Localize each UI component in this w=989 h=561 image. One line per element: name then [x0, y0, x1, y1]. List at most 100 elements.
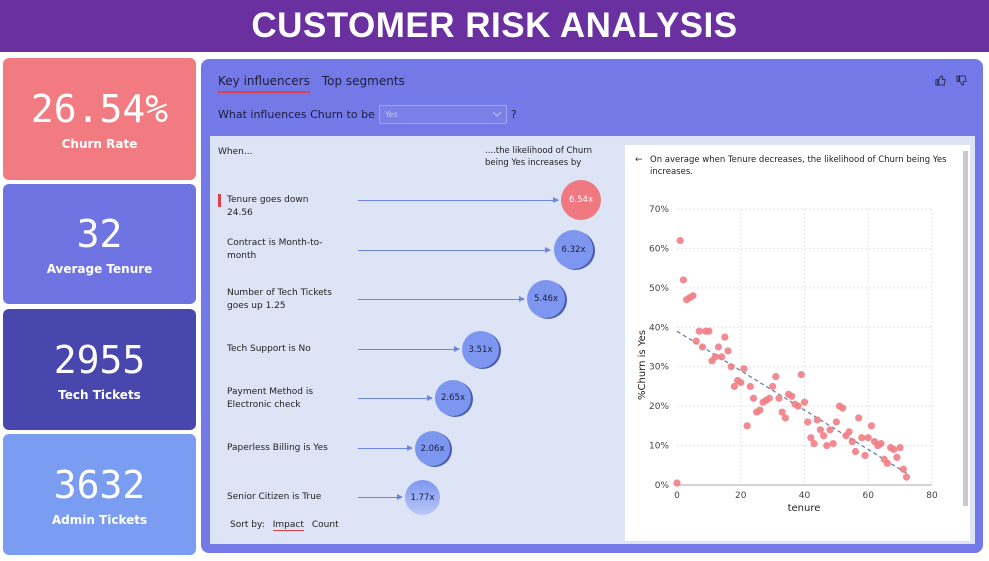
- influencer-bubble[interactable]: 6.32x: [554, 230, 593, 269]
- influencer-bubble[interactable]: 3.51x: [462, 331, 499, 368]
- y-tick-label: 0%: [655, 481, 670, 491]
- data-point: [890, 445, 898, 454]
- influence-question: What influences Churn to be Yes ?: [218, 105, 517, 124]
- data-point: [769, 382, 777, 391]
- data-point: [737, 378, 745, 387]
- data-point: [714, 343, 723, 351]
- tab-key-influencers[interactable]: Key influencers: [218, 74, 310, 93]
- data-point: [778, 408, 786, 416]
- when-header: When...: [218, 147, 253, 157]
- data-point: [807, 434, 815, 442]
- question-prefix: What influences Churn to be: [218, 108, 375, 121]
- data-point: [698, 343, 707, 351]
- influencer-label[interactable]: Number of Tech Tickets goes up 1.25: [227, 288, 332, 311]
- data-point: [730, 382, 738, 391]
- data-point: [858, 434, 866, 442]
- influencer-bubble[interactable]: 5.46x: [527, 280, 565, 318]
- data-point: [832, 418, 840, 426]
- data-point: [820, 432, 828, 440]
- churn-value-dropdown[interactable]: Yes: [378, 105, 507, 124]
- data-point: [695, 327, 703, 335]
- data-point: [673, 479, 681, 487]
- sort-count-option[interactable]: Count: [311, 520, 339, 530]
- data-point: [765, 394, 774, 402]
- x-tick-labels: 0 20 40 60 80: [674, 491, 938, 501]
- influencer-bubble[interactable]: 6.54x: [561, 180, 601, 220]
- kpi-card-tech-tickets[interactable]: 2955 Tech Tickets: [3, 309, 196, 430]
- influencer-label[interactable]: Payment Method is Electronic check: [227, 387, 314, 410]
- influencer-label[interactable]: Tech Support is No: [227, 344, 311, 354]
- influencer-connector: [358, 247, 551, 253]
- y-tick-label: 50%: [649, 284, 669, 294]
- kpi-card-average-tenure[interactable]: 32 Average Tenure: [3, 184, 196, 304]
- kpi-label: Admin Tickets: [51, 512, 148, 527]
- kpi-value: 2955: [53, 337, 146, 382]
- influencer-label[interactable]: Contract is Month-to-month: [227, 238, 323, 261]
- data-point: [902, 473, 911, 481]
- data-point: [893, 453, 901, 461]
- influencer-bubble[interactable]: 2.65x: [435, 380, 471, 416]
- data-point: [829, 440, 837, 448]
- influencer-connector: [358, 197, 559, 203]
- kpi-value: 32: [76, 212, 123, 256]
- data-point: [689, 292, 697, 300]
- kpi-card-churn-rate[interactable]: 26.54% Churn Rate: [3, 58, 196, 180]
- insight-text: On average when Tenure decreases, the li…: [650, 155, 947, 177]
- data-point: [813, 416, 821, 424]
- data-point: [877, 440, 885, 448]
- data-point: [740, 365, 748, 373]
- data-points: [673, 236, 911, 487]
- influencer-label[interactable]: Senior Citizen is True: [227, 492, 322, 502]
- data-point: [848, 438, 856, 446]
- influencer-connector: [358, 494, 403, 500]
- data-point: [727, 363, 735, 371]
- influencer-label[interactable]: Paperless Billing is Yes: [227, 443, 328, 453]
- data-point: [756, 406, 764, 414]
- data-point: [794, 402, 802, 410]
- data-point: [746, 382, 754, 391]
- question-suffix: ?: [510, 108, 517, 121]
- data-point: [705, 327, 713, 335]
- scatter-chart: 0% 10% 20% 30% 40% 50% 60% 70% 0 20 40 60 80 tenure…: [637, 205, 938, 514]
- scatter-detail-card: ← On average when Tenure decreases, the …: [625, 145, 970, 541]
- thumbs-up-icon[interactable]: [935, 75, 946, 89]
- influencer-connector: [358, 395, 433, 401]
- thumbs-down-icon[interactable]: [956, 75, 967, 89]
- data-point: [724, 347, 732, 355]
- data-point: [711, 353, 719, 361]
- data-point: [855, 414, 863, 422]
- feedback-buttons: [935, 75, 967, 89]
- data-point: [788, 392, 796, 400]
- y-tick-label: 60%: [649, 244, 669, 254]
- sort-by-control: Sort by: Impact Count: [230, 520, 339, 531]
- x-tick-label: 60: [863, 491, 875, 501]
- data-point: [676, 236, 684, 245]
- data-point: [772, 372, 780, 381]
- sort-impact-option[interactable]: Impact: [272, 520, 304, 531]
- x-tick-label: 0: [674, 491, 680, 501]
- tab-top-segments[interactable]: Top segments: [321, 74, 405, 88]
- data-point: [721, 333, 729, 341]
- data-point: [816, 426, 825, 434]
- kpi-card-admin-tickets[interactable]: 3632 Admin Tickets: [3, 434, 196, 555]
- influencer-bubble[interactable]: 2.06x: [415, 431, 450, 466]
- visual-tabs: Key influencers Top segments: [218, 74, 405, 93]
- data-point: [804, 418, 812, 426]
- data-point: [743, 422, 751, 430]
- title-bar: CUSTOMER RISK ANALYSIS: [0, 0, 989, 52]
- scrollbar[interactable]: [963, 151, 968, 506]
- data-point: [797, 371, 805, 379]
- arrow-left-icon[interactable]: ←: [635, 155, 643, 165]
- kpi-label: Tech Tickets: [58, 387, 141, 402]
- y-tick-label: 10%: [649, 442, 669, 452]
- influencer-label[interactable]: Tenure goes down 24.56: [227, 195, 309, 218]
- data-point: [810, 440, 818, 448]
- sort-by-label: Sort by:: [230, 520, 265, 530]
- x-tick-label: 20: [735, 491, 747, 501]
- y-tick-label: 70%: [649, 205, 669, 215]
- data-point: [899, 465, 907, 473]
- data-point: [823, 441, 831, 450]
- influencer-bubble[interactable]: 1.77x: [405, 480, 440, 515]
- y-tick-label: 20%: [649, 402, 669, 412]
- y-tick-label: 30%: [649, 363, 669, 373]
